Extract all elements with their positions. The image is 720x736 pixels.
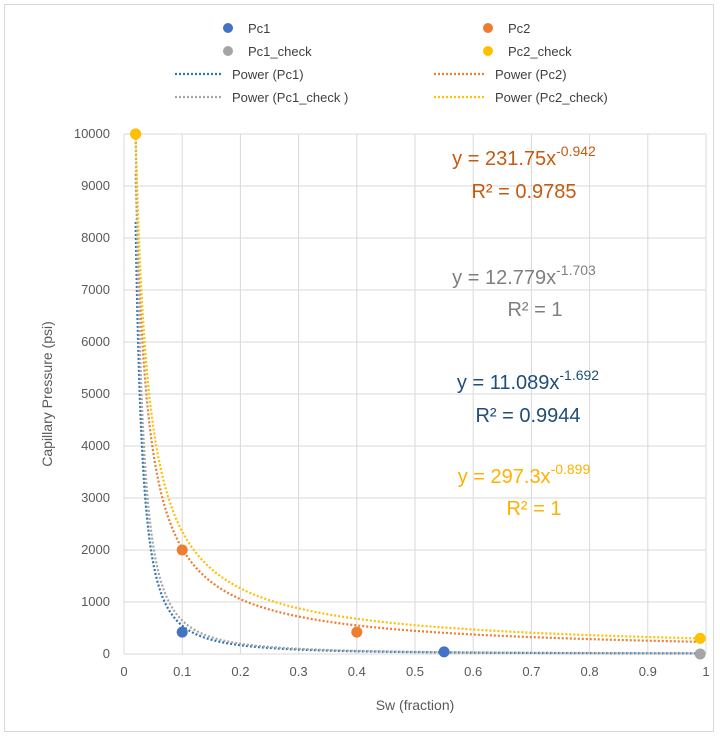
y-tick-label: 2000 xyxy=(81,542,110,557)
data-point xyxy=(176,544,188,556)
r-squared-text: R² = 1 xyxy=(507,299,562,321)
chart-frame xyxy=(4,4,714,732)
y-tick-label: 8000 xyxy=(81,230,110,245)
x-tick-label: 0 xyxy=(120,664,127,679)
legend-marker xyxy=(483,23,493,33)
x-tick-label: 0.3 xyxy=(290,664,308,679)
data-point xyxy=(694,632,706,644)
x-tick-label: 0.2 xyxy=(231,664,249,679)
x-tick-label: 0.1 xyxy=(173,664,191,679)
equation-text: y = 11.089x-1.692 xyxy=(457,367,599,394)
legend-marker xyxy=(223,46,233,56)
y-axis-title: Capillary Pressure (psi) xyxy=(39,321,55,466)
legend: Pc1 Pc2 Pc1_check Pc2_check Power (Pc1) Power… xyxy=(175,21,608,105)
data-point xyxy=(351,626,363,638)
trendline xyxy=(134,173,701,643)
trendline-equations: y = 231.75x-0.942 R² = 0.9785 y = 12.779x-… xyxy=(452,143,599,520)
x-axis-title: Sw (fraction) xyxy=(376,697,455,713)
trendline xyxy=(134,221,701,655)
x-tick-label: 0.7 xyxy=(522,664,540,679)
legend-label: Pc1_check xyxy=(248,44,312,59)
y-tick-label: 7000 xyxy=(81,282,110,297)
y-tick-label: 4000 xyxy=(81,438,110,453)
x-tick-label: 1 xyxy=(702,664,709,679)
trendline xyxy=(134,133,701,640)
data-point xyxy=(438,646,450,658)
x-tick-label: 0.9 xyxy=(639,664,657,679)
legend-label: Pc2 xyxy=(508,21,530,36)
x-tick-label: 0.6 xyxy=(464,664,482,679)
x-tick-label: 0.8 xyxy=(581,664,599,679)
legend-label: Power (Pc2) xyxy=(495,67,567,82)
r-squared-text: R² = 0.9944 xyxy=(475,405,580,427)
y-tick-label: 3000 xyxy=(81,490,110,505)
y-tick-label: 9000 xyxy=(81,178,110,193)
y-tick-label: 6000 xyxy=(81,334,110,349)
r-squared-text: R² = 0.9785 xyxy=(471,181,576,203)
legend-label: Power (Pc1) xyxy=(232,67,304,82)
legend-label: Pc2_check xyxy=(508,44,572,59)
trendlines xyxy=(134,133,701,655)
grid xyxy=(123,133,707,655)
y-tick-label: 5000 xyxy=(81,386,110,401)
y-tick-label: 10000 xyxy=(74,126,110,141)
equation-text: y = 297.3x-0.899 xyxy=(458,461,591,488)
legend-label: Power (Pc1_check ) xyxy=(232,90,348,105)
y-tick-label: 1000 xyxy=(81,594,110,609)
data-points xyxy=(130,128,706,660)
equation-text: y = 231.75x-0.942 xyxy=(452,143,596,170)
x-tick-label: 0.5 xyxy=(406,664,424,679)
x-tick-label: 0.4 xyxy=(348,664,366,679)
r-squared-text: R² = 1 xyxy=(506,498,561,520)
tick-labels: 0 0.1 0.2 0.3 0.4 0.5 0.6 0.7 0.8 0.9 1 0 1000 2000 30… xyxy=(74,126,710,679)
y-tick-label: 0 xyxy=(103,646,110,661)
legend-marker xyxy=(483,46,493,56)
data-point xyxy=(130,128,142,140)
data-point xyxy=(694,648,706,660)
trendline xyxy=(134,134,701,655)
equation-text: y = 12.779x-1.703 xyxy=(452,262,596,289)
data-point xyxy=(176,626,188,638)
legend-label: Pc1 xyxy=(248,21,270,36)
legend-label: Power (Pc2_check) xyxy=(495,90,608,105)
legend-marker xyxy=(223,23,233,33)
